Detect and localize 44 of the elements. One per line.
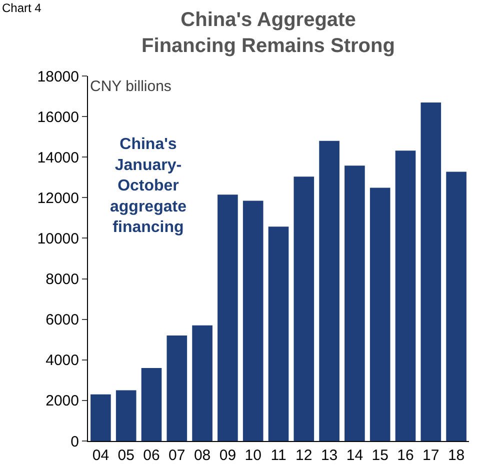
x-tick-label: 10 (244, 447, 262, 464)
x-tick-label: 12 (296, 447, 312, 464)
bar (420, 102, 442, 441)
bar (344, 166, 365, 441)
caption: Chart 4 (2, 1, 42, 15)
y-tick-label: 18000 (37, 68, 79, 86)
y-tick-label: 2000 (46, 392, 79, 410)
bar (90, 394, 111, 441)
annotation: China's January-October aggregate financing (110, 136, 187, 236)
x-tick-label: 06 (143, 447, 160, 464)
bar (141, 368, 162, 441)
x-tick-label: 16 (397, 447, 414, 464)
x-tick-label: 07 (168, 447, 186, 464)
y-tick-label: 10000 (37, 230, 79, 248)
x-tick-label: 14 (346, 447, 364, 464)
bar (166, 336, 188, 441)
bar (370, 188, 390, 441)
bar (395, 150, 416, 441)
bar (116, 390, 136, 441)
y-tick-label: 4000 (46, 352, 79, 370)
x-tick-label: 13 (320, 447, 338, 464)
x-tick-label: 15 (372, 447, 388, 464)
bar (268, 226, 289, 441)
bar (192, 325, 212, 441)
bar (294, 176, 314, 441)
y-tick-label: 16000 (37, 108, 79, 126)
y-tick-label: 6000 (46, 312, 79, 329)
x-tick-label: 17 (422, 447, 440, 464)
annotation: CNY billions (90, 78, 172, 95)
y-tick-label: 12000 (37, 190, 79, 207)
x-tick-label: 04 (92, 447, 110, 464)
y-tick-label: 8000 (46, 271, 79, 288)
y-tick-label: 0 (70, 433, 79, 450)
chart-title: China's Aggregate Financing Remains Strong (142, 8, 395, 57)
bar (319, 140, 340, 441)
bar (218, 194, 238, 441)
x-tick-label: 09 (219, 447, 236, 464)
x-tick-label: 18 (448, 447, 465, 464)
bar (446, 172, 466, 441)
bar (242, 200, 264, 441)
x-tick-label: 05 (118, 447, 134, 464)
x-tick-label: 11 (270, 447, 286, 464)
y-tick-label: 14000 (37, 149, 79, 166)
x-tick-label: 08 (194, 447, 211, 464)
